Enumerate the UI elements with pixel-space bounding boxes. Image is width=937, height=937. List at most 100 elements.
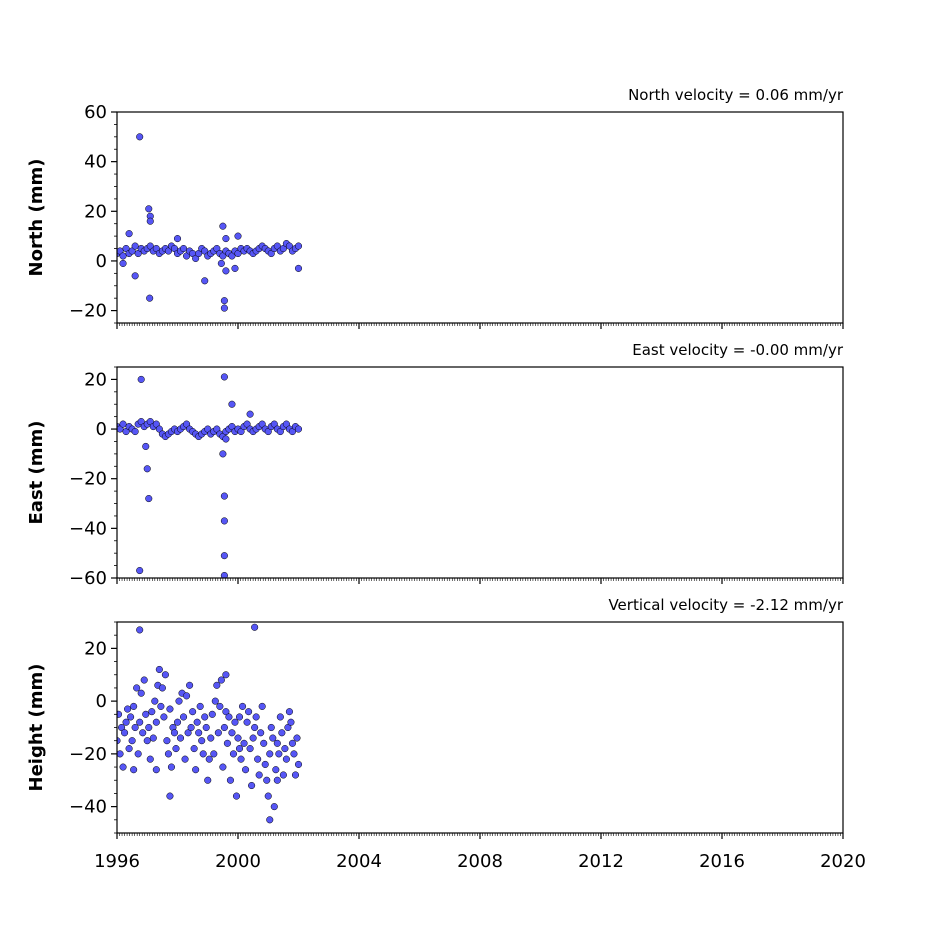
north-ytick-label: −20 (69, 301, 107, 322)
east-points (117, 373, 303, 578)
height-data-point (254, 755, 262, 763)
north-data-point (222, 267, 230, 275)
height-data-point (172, 745, 180, 753)
height-data-point (117, 737, 121, 745)
height-data-point (249, 734, 257, 742)
height-ytick-label: −40 (69, 797, 107, 818)
height-data-point (243, 718, 251, 726)
height-data-point (273, 776, 281, 784)
height-data-point (285, 708, 293, 716)
north-data-point (231, 264, 239, 272)
east-axes-frame (116, 366, 844, 579)
height-data-point (117, 750, 124, 758)
height-data-point (152, 766, 160, 774)
height-data-point (192, 766, 200, 774)
height-data-point (251, 623, 259, 631)
height-data-point (161, 671, 169, 679)
east-panel: −60 −40 −20 0 20 East (mm) East velocity = -0.… (26, 341, 844, 589)
height-data-point (242, 766, 250, 774)
east-ytick-label: −60 (69, 568, 107, 589)
height-data-point (176, 734, 185, 742)
height-data-point (143, 737, 151, 745)
height-data-point (235, 745, 244, 753)
height-data-point (257, 729, 265, 737)
east-data-point (137, 375, 145, 383)
height-ytick-label: −20 (69, 744, 107, 765)
north-data-point (119, 252, 127, 260)
east-data-point (142, 442, 150, 450)
height-data-point (235, 713, 244, 721)
height-data-point (117, 710, 123, 718)
height-data-point (267, 723, 275, 732)
height-data-point (205, 755, 213, 763)
height-data-point (158, 684, 166, 692)
height-data-point (228, 729, 236, 737)
height-data-point (155, 665, 163, 674)
height-data-point (193, 718, 201, 726)
height-data-point (216, 702, 224, 710)
north-data-point (131, 272, 139, 280)
height-data-point (220, 723, 228, 732)
east-data-point (220, 552, 228, 560)
height-xtick-label: 2004 (336, 851, 382, 872)
height-data-point (275, 750, 283, 758)
east-ytick-label: 0 (96, 419, 107, 440)
height-xtick-label: 1996 (94, 851, 140, 872)
north-data-point (180, 244, 188, 253)
east-data-point (220, 571, 228, 578)
height-data-point (234, 734, 242, 742)
height-data-point (291, 771, 300, 779)
height-data-point (167, 763, 175, 771)
height-data-point (282, 755, 290, 763)
height-xtick-label: 2012 (578, 851, 624, 872)
height-data-point (293, 734, 301, 742)
height-data-point (146, 755, 154, 763)
height-xtick-label: 2008 (457, 851, 503, 872)
height-data-point (198, 737, 206, 745)
height-data-point (217, 676, 225, 684)
north-panel: −20 0 20 40 60 North (mm) North velocity = 0.0… (26, 86, 844, 329)
height-data-point (240, 739, 248, 747)
north-velocity-label: North velocity = 0.06 mm/yr (628, 86, 844, 104)
height-data-point (189, 708, 197, 716)
height-data-point (186, 681, 194, 689)
height-data-point (175, 697, 183, 705)
height-data-point (130, 702, 138, 710)
height-data-point (195, 729, 203, 737)
north-ytick-label: 40 (84, 152, 107, 173)
height-data-point (201, 713, 209, 721)
height-data-point (251, 723, 259, 732)
north-data-point (201, 277, 209, 285)
height-data-point (269, 734, 277, 742)
height-data-point (152, 718, 160, 726)
height-data-point (229, 750, 238, 758)
height-data-point (184, 729, 192, 737)
height-data-point (288, 739, 297, 747)
east-data-point (220, 517, 228, 525)
height-data-point (237, 755, 245, 763)
east-velocity-label: East velocity = -0.00 mm/yr (632, 341, 844, 359)
north-data-point (119, 259, 127, 267)
north-data-point (146, 294, 154, 302)
north-data-point (234, 232, 242, 240)
height-data-point (272, 766, 280, 774)
height-data-point (136, 718, 144, 726)
height-data-point (213, 681, 221, 689)
height-data-point (290, 750, 298, 758)
east-data-point (145, 495, 153, 503)
height-data-point (157, 702, 165, 710)
height-data-point (119, 763, 127, 771)
north-data-point (146, 217, 154, 225)
north-data-point (145, 205, 153, 213)
height-data-point (207, 734, 215, 742)
height-data-point (137, 689, 145, 697)
height-data-point (134, 750, 142, 758)
east-data-point (220, 373, 228, 381)
height-data-point (273, 739, 281, 747)
height-points (117, 623, 303, 824)
north-data-point (125, 230, 133, 238)
height-data-point (278, 729, 286, 737)
east-data-point (143, 465, 151, 473)
height-data-point (196, 702, 204, 710)
east-ytick-label: −20 (69, 469, 107, 490)
